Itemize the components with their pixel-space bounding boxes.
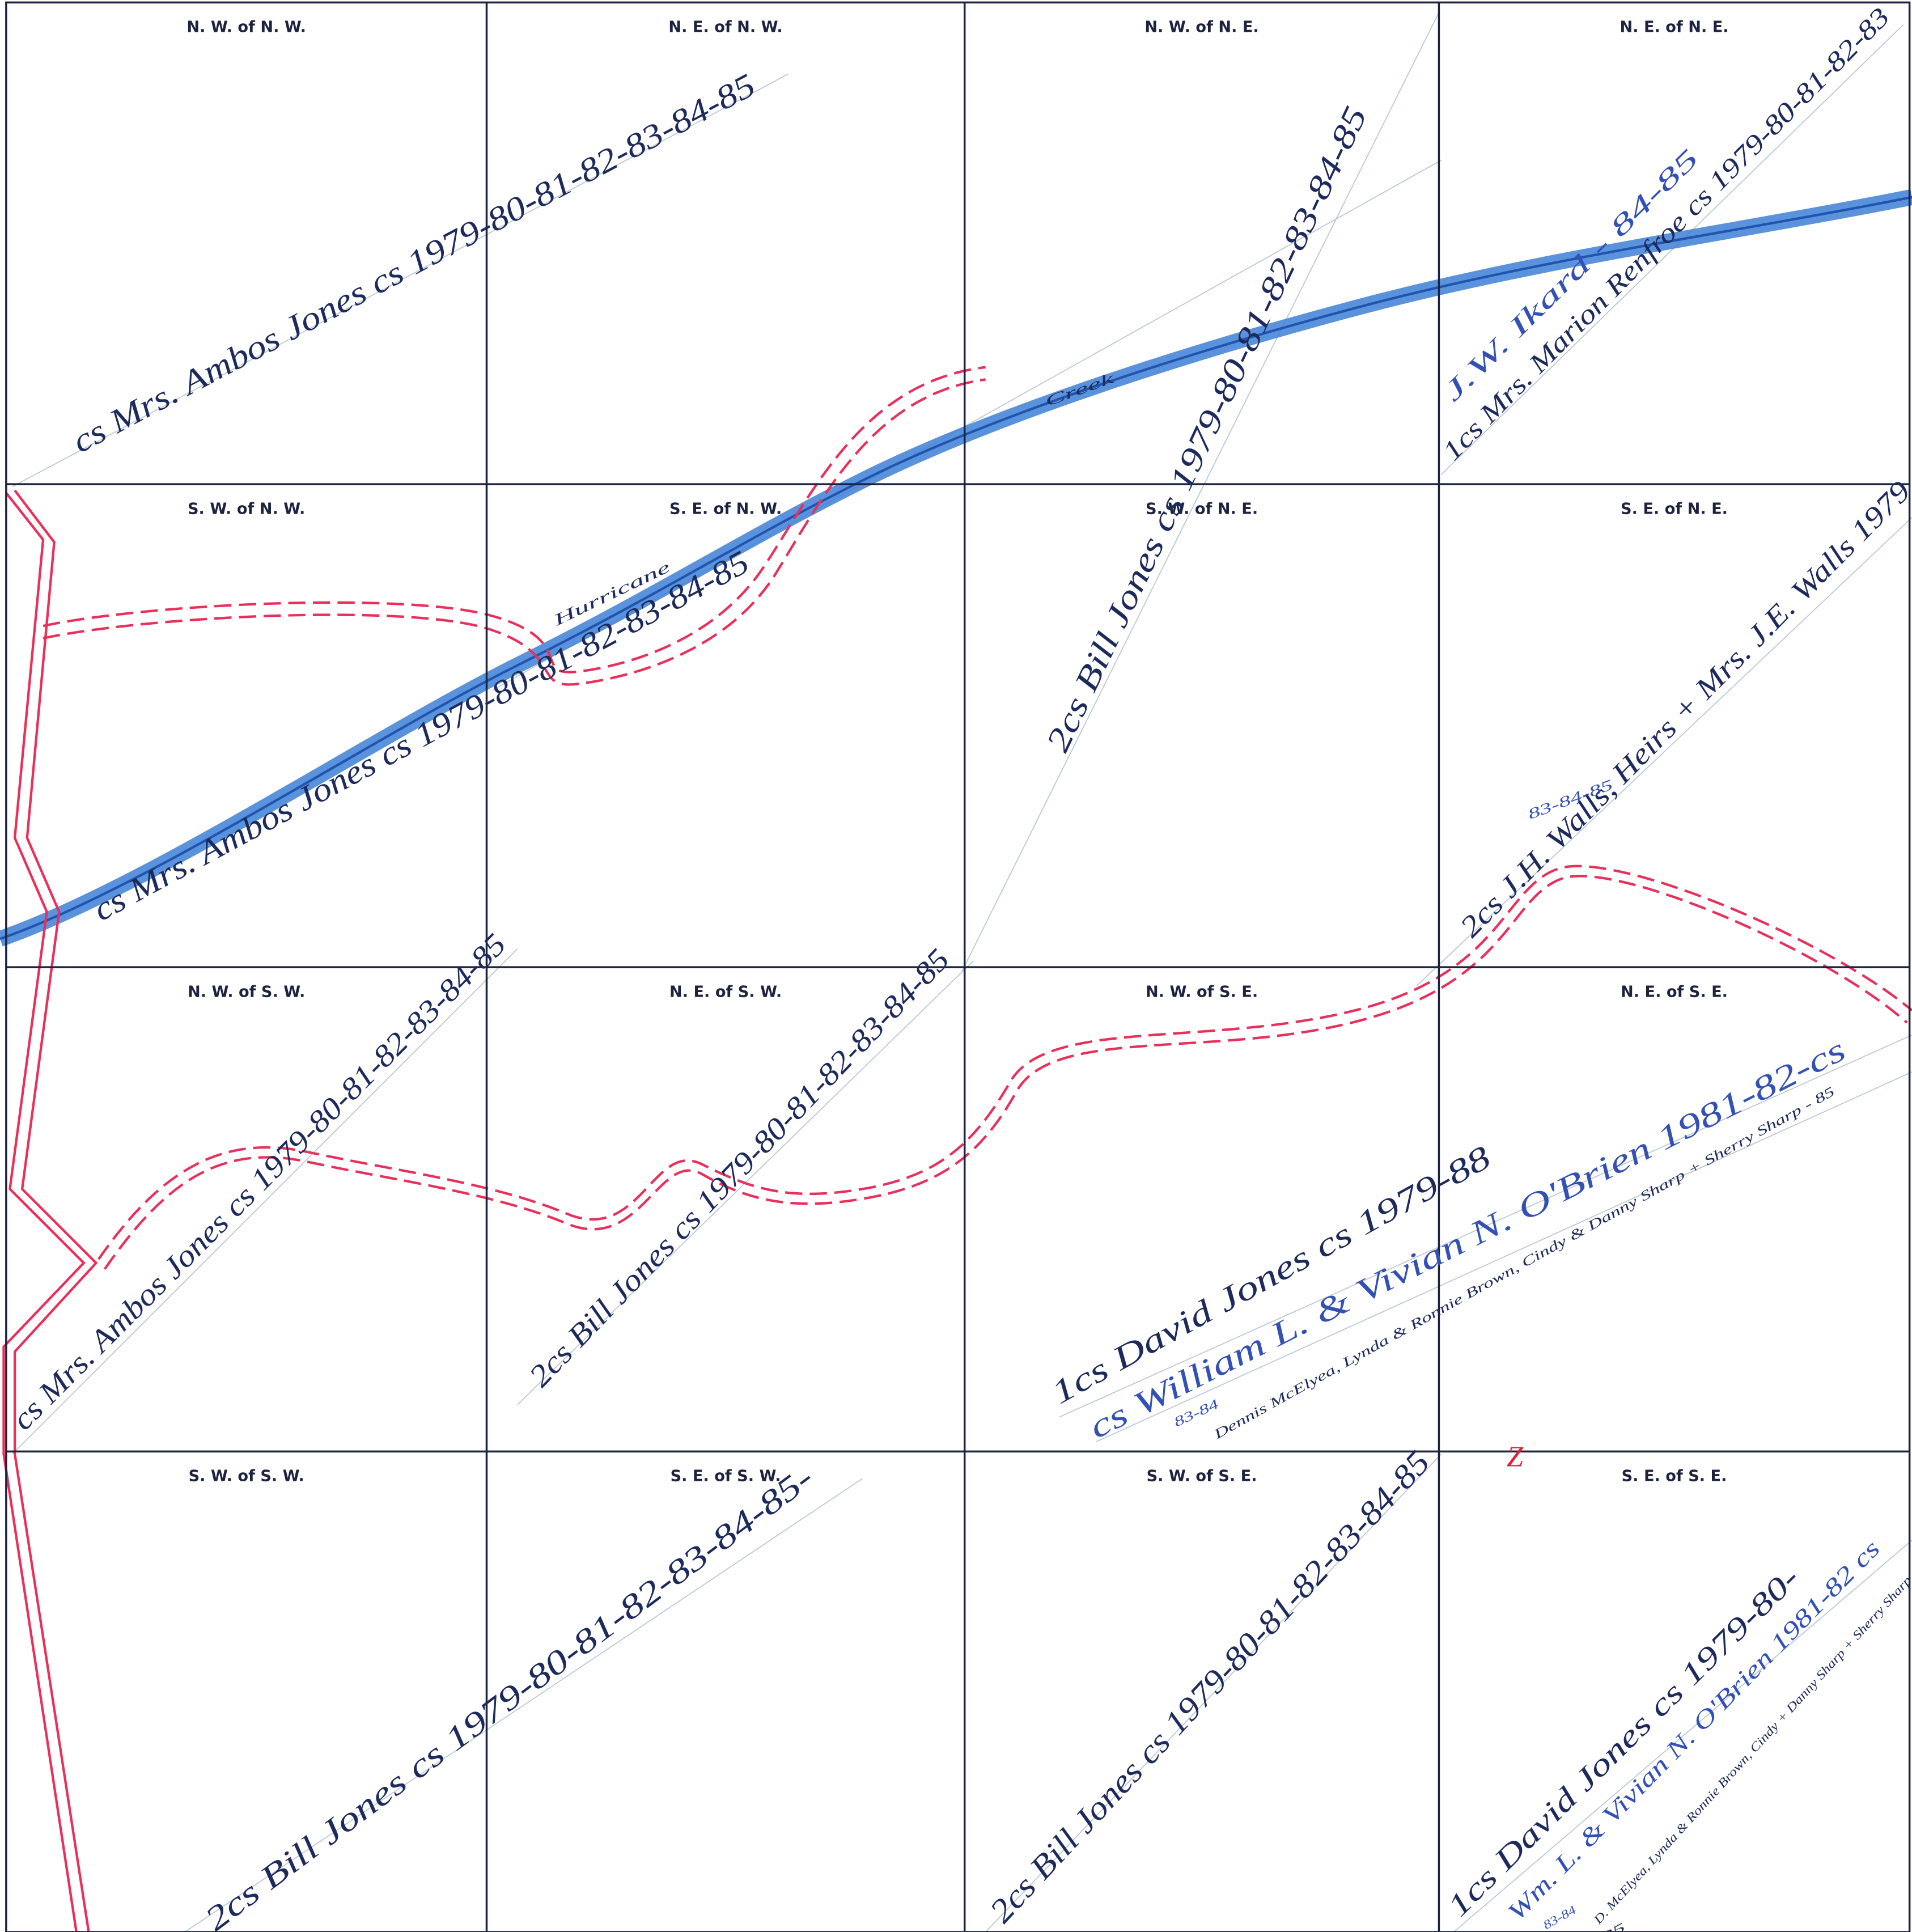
handwritten-annotation: 2cs Bill Jones cs 1979-80-81-82-83-84-85 [523, 942, 956, 1393]
section-label: N. E. of N. E. [1620, 19, 1728, 36]
survey-lines [12, 12, 1912, 1932]
handwritten-annotation: 2cs Bill Jones cs 1979-80-81-82-83-84-85… [198, 1459, 820, 1932]
section-label: S. W. of S. E. [1147, 1468, 1257, 1485]
handwritten-annotation: 2cs Bill Jones cs 1979-80-81-82-83-84-85 [1039, 101, 1374, 757]
section-label: N. W. of N. E. [1144, 19, 1258, 36]
handwritten-annotation: cs Mrs. Ambos Jones cs 1979-80-81-82-83-… [87, 543, 754, 928]
creek-edge [0, 196, 1912, 940]
handwritten-annotation: cs Mrs. Ambos Jones cs 1979-80-81-82-83-… [66, 66, 761, 460]
section-label: S. E. of N. W. [669, 500, 782, 518]
section-label: S. E. of N. E. [1621, 500, 1728, 518]
section-label: N. E. of S. E. [1621, 983, 1728, 1001]
section-label: S. W. of N. W. [188, 500, 305, 518]
handwritten-annotation: Wm. L. & Vivian N. O'Brien 1981-82 cs [1502, 1535, 1885, 1926]
section-label: S. E. of S. W. [671, 1468, 781, 1485]
dashed-boundaries [43, 366, 1912, 1270]
section-label: N. W. of S. E. [1146, 983, 1258, 1001]
section-label: S. E. of S. E. [1622, 1468, 1727, 1485]
handwritten-annotation: 2cs Bill Jones cs 1979-80-81-82-83-84-85 [982, 1444, 1437, 1930]
handwritten-annotation: cs Mrs. Ambos Jones cs 1979-80-81-82-83-… [5, 927, 512, 1437]
handwritten-annotation: cs William L. & Vivian N. O'Brien 1981-8… [1083, 1031, 1851, 1446]
handwritten-annotation: 2cs J.H. Walls, Heirs + Mrs. J.E. Walls … [1454, 475, 1912, 944]
road-lines [2, 489, 98, 1932]
section-label: N. E. of N. W. [668, 19, 782, 36]
section-label: S. W. of S. W. [189, 1468, 304, 1485]
section-label: N. W. of N. W. [186, 19, 306, 36]
section-grid [5, 1, 1911, 1932]
handwritten-annotation: 83-84 [1541, 1903, 1578, 1932]
handwritten-annotation: Z [1507, 1440, 1524, 1473]
section-label: N. W. of S. W. [188, 983, 305, 1001]
section-label: S. W. of N. E. [1146, 500, 1258, 518]
section-label: N. E. of S. W. [669, 983, 782, 1001]
handwritten-annotation: 1cs Mrs. Marion Renfroe cs 1979-80-81-82… [1437, 2, 1896, 467]
